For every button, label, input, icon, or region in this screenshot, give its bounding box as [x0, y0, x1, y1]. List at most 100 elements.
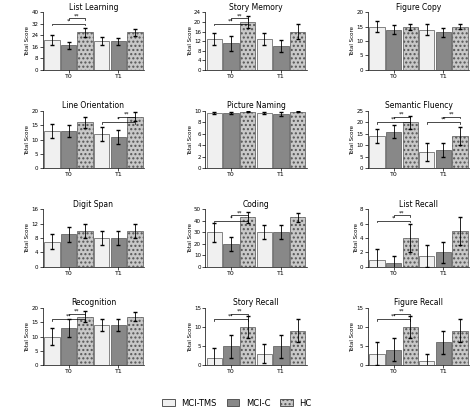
Bar: [77, 32, 93, 70]
Title: Recognition: Recognition: [71, 298, 116, 307]
Bar: [240, 327, 255, 365]
Text: **: **: [237, 13, 242, 18]
Y-axis label: Total Score: Total Score: [25, 223, 30, 253]
Bar: [369, 136, 384, 168]
Title: Semantic Fluency: Semantic Fluency: [384, 101, 452, 110]
Bar: [44, 337, 60, 365]
Bar: [256, 232, 272, 267]
Y-axis label: Total Score: Total Score: [188, 322, 192, 352]
Bar: [402, 238, 418, 267]
Bar: [223, 44, 239, 70]
Text: **: **: [66, 314, 71, 319]
Bar: [94, 134, 109, 168]
Title: List Learning: List Learning: [69, 2, 118, 12]
Bar: [290, 331, 305, 365]
Text: **: **: [391, 314, 396, 319]
Bar: [111, 137, 126, 168]
Text: **: **: [399, 112, 405, 117]
Text: **: **: [399, 309, 405, 314]
Text: **: **: [441, 117, 446, 122]
Y-axis label: Total Score: Total Score: [188, 26, 192, 56]
Y-axis label: Total Score: Total Score: [188, 124, 192, 154]
Bar: [111, 325, 126, 365]
Bar: [386, 132, 401, 168]
Y-axis label: Total Score: Total Score: [188, 223, 192, 253]
Bar: [240, 22, 255, 70]
Bar: [273, 46, 289, 70]
Title: Line Orientation: Line Orientation: [63, 101, 125, 110]
Bar: [111, 41, 126, 70]
Text: **: **: [391, 117, 396, 122]
Bar: [419, 361, 435, 365]
Text: **: **: [124, 112, 129, 117]
Bar: [386, 350, 401, 365]
Bar: [61, 131, 76, 168]
Bar: [44, 131, 60, 168]
Bar: [256, 39, 272, 70]
Bar: [419, 256, 435, 267]
Bar: [452, 136, 468, 168]
Bar: [94, 238, 109, 267]
Bar: [452, 27, 468, 70]
Bar: [256, 354, 272, 365]
Y-axis label: Total Score: Total Score: [25, 26, 30, 56]
Bar: [386, 263, 401, 267]
Bar: [256, 112, 272, 168]
Bar: [77, 122, 93, 168]
Text: *: *: [67, 18, 70, 23]
Title: Story Memory: Story Memory: [229, 2, 283, 12]
Text: **: **: [237, 309, 242, 314]
Bar: [419, 29, 435, 70]
Bar: [402, 327, 418, 365]
Bar: [452, 231, 468, 267]
Bar: [223, 112, 239, 168]
Bar: [290, 32, 305, 70]
Bar: [223, 244, 239, 267]
Text: *: *: [392, 215, 395, 220]
Y-axis label: Total Score: Total Score: [350, 322, 355, 352]
Text: **: **: [74, 309, 80, 314]
Text: *: *: [230, 215, 232, 220]
Bar: [386, 29, 401, 70]
Bar: [436, 32, 451, 70]
Bar: [436, 342, 451, 365]
Bar: [207, 358, 222, 365]
Text: **: **: [237, 210, 242, 215]
Bar: [128, 231, 143, 267]
Bar: [273, 114, 289, 168]
Bar: [128, 32, 143, 70]
Bar: [369, 27, 384, 70]
Bar: [452, 331, 468, 365]
Y-axis label: Total Score: Total Score: [350, 26, 355, 56]
Text: **: **: [228, 18, 234, 23]
Bar: [61, 234, 76, 267]
Title: Story Recall: Story Recall: [233, 298, 279, 307]
Text: **: **: [449, 112, 455, 117]
Bar: [94, 41, 109, 70]
Bar: [290, 217, 305, 267]
Bar: [290, 112, 305, 168]
Bar: [436, 252, 451, 267]
Bar: [240, 217, 255, 267]
Y-axis label: Total Score: Total Score: [354, 223, 359, 253]
Bar: [207, 112, 222, 168]
Title: Figure Copy: Figure Copy: [396, 2, 441, 12]
Bar: [207, 39, 222, 70]
Title: Digit Span: Digit Span: [73, 200, 113, 209]
Bar: [61, 328, 76, 365]
Bar: [240, 112, 255, 168]
Bar: [369, 354, 384, 365]
Text: **: **: [74, 13, 80, 18]
Bar: [402, 122, 418, 168]
Bar: [44, 40, 60, 70]
Bar: [419, 152, 435, 168]
Bar: [436, 150, 451, 168]
Y-axis label: Total Score: Total Score: [25, 124, 30, 154]
Text: **: **: [399, 210, 405, 215]
Bar: [369, 259, 384, 267]
Bar: [273, 346, 289, 365]
Y-axis label: Total Score: Total Score: [25, 322, 30, 352]
Bar: [128, 317, 143, 365]
Bar: [128, 117, 143, 168]
Text: **: **: [228, 314, 234, 319]
